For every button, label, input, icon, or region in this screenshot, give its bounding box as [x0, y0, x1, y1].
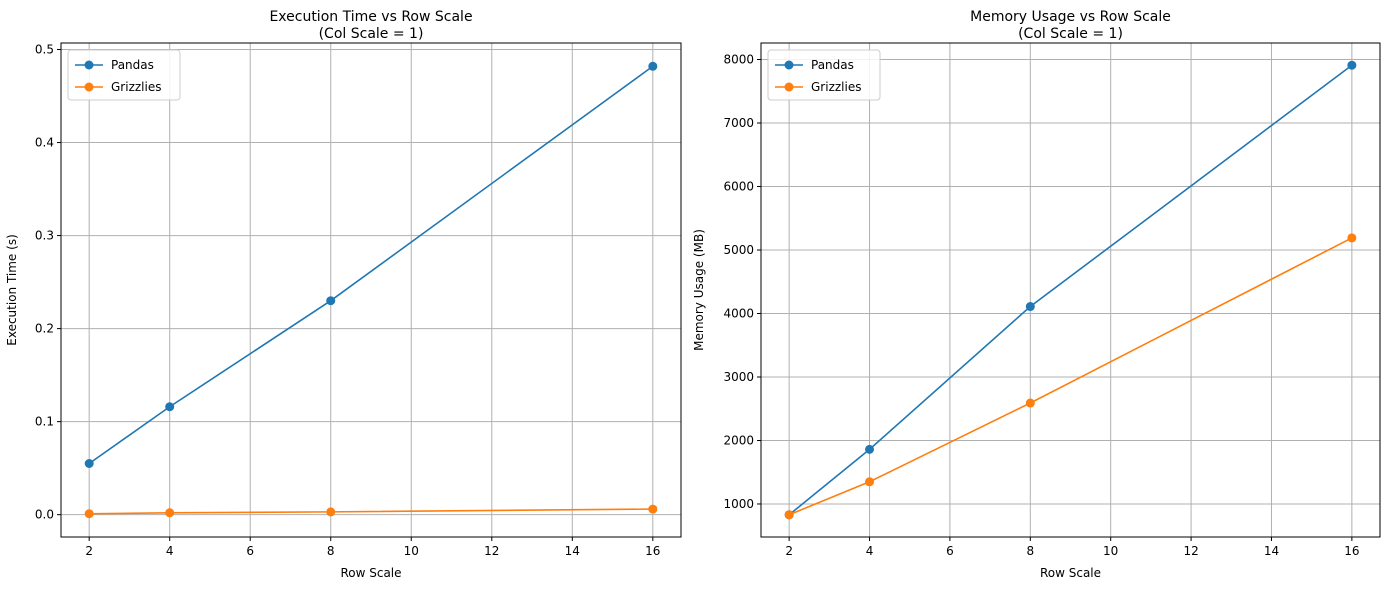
series-pandas [84, 61, 658, 469]
data-point [1025, 398, 1035, 408]
x-tick-label: 6 [946, 544, 954, 558]
series-grizzlies [84, 504, 658, 519]
data-point [648, 61, 658, 71]
series-line [788, 237, 1353, 516]
series-pandas [784, 60, 1357, 520]
y-tick-label: 0.1 [35, 415, 54, 429]
data-point [326, 507, 336, 517]
plot-frame [60, 42, 682, 538]
data-point [1025, 302, 1035, 312]
execution-time-chart: 2 4 6 8 10 12 14 16 0.0 0.1 0.2 0.3 0.4 0.5 Execution … [5, 9, 682, 580]
y-tick-label: 1000 [723, 497, 754, 511]
x-tick-label: 10 [1103, 544, 1118, 558]
data-point [165, 508, 175, 518]
legend-label: Grizzlies [111, 80, 161, 94]
legend: Pandas Grizzlies [67, 49, 181, 101]
legend-marker [784, 82, 794, 92]
legend: Pandas Grizzlies [767, 49, 881, 101]
y-tick-label: 0.3 [35, 229, 54, 243]
y-axis-ticks: 0.0 0.1 0.2 0.3 0.4 0.5 [35, 43, 61, 522]
y-tick-label: 0.4 [35, 136, 54, 150]
chart-title: Memory Usage vs Row Scale [970, 9, 1171, 25]
x-tick-label: 8 [1026, 544, 1034, 558]
grid [61, 43, 681, 537]
series-line [88, 65, 654, 465]
x-tick-label: 8 [327, 544, 335, 558]
y-tick-label: 0.5 [35, 43, 54, 57]
x-tick-label: 2 [85, 544, 93, 558]
y-tick-label: 6000 [723, 180, 754, 194]
chart-title: Execution Time vs Row Scale [269, 9, 472, 25]
y-tick-label: 8000 [723, 53, 754, 67]
y-axis-label: Memory Usage (MB) [692, 229, 706, 351]
y-tick-label: 2000 [723, 433, 754, 447]
x-tick-label: 6 [246, 544, 254, 558]
y-tick-label: 5000 [723, 243, 754, 257]
y-tick-label: 0.0 [35, 508, 54, 522]
y-tick-label: 7000 [723, 116, 754, 130]
legend-label: Grizzlies [811, 80, 861, 94]
grid [761, 43, 1380, 537]
series-line [89, 508, 653, 515]
data-point [1347, 60, 1357, 70]
chart-subtitle: (Col Scale = 1) [1018, 26, 1123, 42]
y-tick-label: 0.2 [35, 322, 54, 336]
x-tick-label: 12 [484, 544, 499, 558]
series-grizzlies [784, 233, 1357, 520]
memory-usage-chart: 2 4 6 8 10 12 14 16 1000 2000 3000 4000 5000 6000 7000… [692, 9, 1381, 580]
x-tick-label: 16 [1344, 544, 1359, 558]
x-axis-label: Row Scale [1040, 566, 1101, 580]
x-tick-label: 16 [645, 544, 660, 558]
y-axis-ticks: 1000 2000 3000 4000 5000 6000 7000 8000 [723, 53, 761, 511]
data-point [326, 296, 336, 306]
data-point [784, 510, 794, 520]
x-axis-ticks: 2 4 6 8 10 12 14 16 [785, 537, 1360, 558]
legend-marker [84, 82, 94, 92]
data-point [648, 504, 658, 514]
x-tick-label: 4 [166, 544, 174, 558]
x-axis-ticks: 2 4 6 8 10 12 14 16 [85, 537, 660, 558]
data-point [865, 444, 875, 454]
x-tick-label: 10 [404, 544, 419, 558]
data-point [1347, 233, 1357, 243]
data-point [84, 459, 94, 469]
legend-label: Pandas [811, 58, 854, 72]
legend-label: Pandas [111, 58, 154, 72]
x-tick-label: 2 [785, 544, 793, 558]
data-point [165, 402, 175, 412]
data-point [865, 477, 875, 487]
legend-marker [784, 60, 794, 70]
x-tick-label: 14 [1264, 544, 1279, 558]
y-axis-label: Execution Time (s) [5, 234, 19, 346]
series-line [788, 64, 1353, 516]
x-tick-label: 4 [866, 544, 874, 558]
x-tick-label: 14 [565, 544, 580, 558]
legend-marker [84, 60, 94, 70]
plot-frame [760, 42, 1381, 538]
y-tick-label: 4000 [723, 306, 754, 320]
x-axis-label: Row Scale [340, 566, 401, 580]
x-tick-label: 12 [1183, 544, 1198, 558]
data-point [84, 509, 94, 519]
y-tick-label: 3000 [723, 370, 754, 384]
chart-subtitle: (Col Scale = 1) [319, 26, 424, 42]
